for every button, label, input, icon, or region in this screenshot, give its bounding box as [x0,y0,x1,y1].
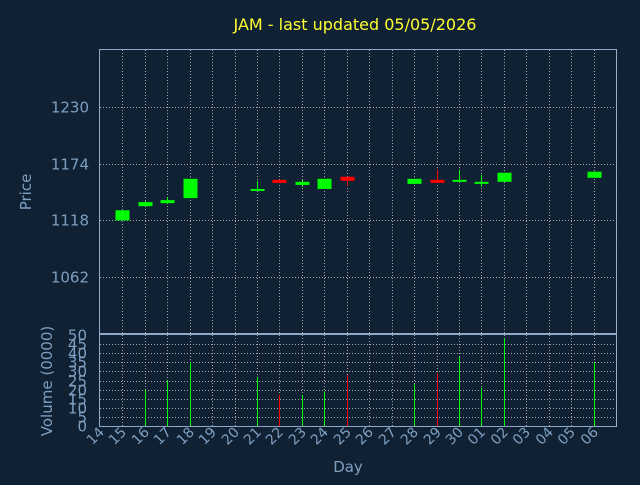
volume-tick-label: 0 [77,418,87,436]
candle-body [452,179,467,182]
volume-tick-label: 10 [68,400,87,418]
candle-body [115,210,130,221]
candle-body [295,181,310,185]
candle-body [407,178,422,184]
price-tick-label: 1118 [51,212,89,230]
candle-body [317,178,332,189]
volume-tick-label: 50 [68,327,87,345]
candle-body [587,171,602,178]
volume-tick-label: 40 [68,345,87,363]
price-axis-title: Price [17,174,35,211]
volume-tick-label: 30 [68,363,87,381]
candle-body [474,181,489,184]
candle-body [183,178,198,199]
price-tick-label: 1174 [51,156,89,174]
candle-body [138,202,153,207]
volume-axis-title: Volume (0000) [38,326,56,436]
volume-tick-label: 35 [68,354,87,372]
grid-layer [100,50,617,426]
volume-tick-label: 25 [68,373,87,391]
candle-body [430,179,445,183]
volume-tick-label: 20 [68,382,87,400]
price-tick-label: 1230 [51,99,89,117]
candle-body [497,172,512,182]
volume-tick-label: 15 [68,391,87,409]
candle-body [340,176,355,181]
candles [115,169,602,221]
volume-bars [145,338,595,426]
volume-tick-label: 45 [68,336,87,354]
volume-tick-label: 5 [77,409,87,427]
price-tick-label: 1062 [51,269,89,287]
candle-body [160,200,175,204]
x-axis-title: Day [333,458,363,476]
candle-body [250,188,265,191]
candle-body [272,179,287,183]
chart-title: JAM - last updated 05/05/2026 [233,15,477,34]
